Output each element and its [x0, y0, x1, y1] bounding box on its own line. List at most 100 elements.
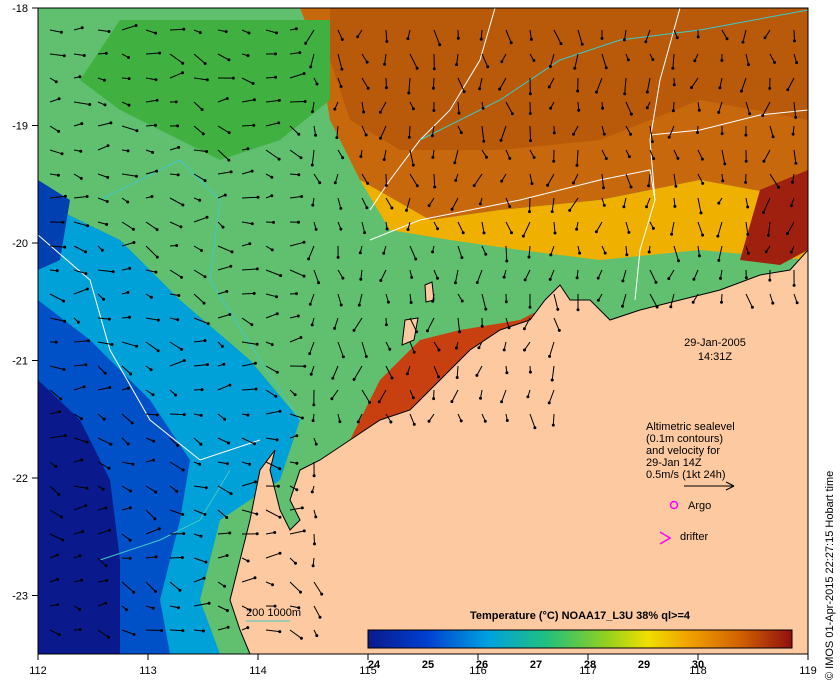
velocity-arrow-head: [57, 97, 61, 101]
velocity-arrow: [529, 125, 531, 141]
velocity-arrow: [169, 197, 184, 206]
velocity-arrow-head: [206, 363, 209, 367]
velocity-arrow-head: [602, 186, 605, 190]
velocity-arrow-head: [510, 231, 513, 235]
velocity-arrow: [73, 505, 86, 511]
velocity-arrow: [672, 53, 675, 69]
velocity-arrow-head: [431, 299, 435, 303]
velocity-arrow: [97, 29, 110, 32]
velocity-arrow: [787, 221, 795, 234]
scale-arrow-icon: [684, 481, 735, 491]
velocity-arrow-head: [311, 419, 315, 423]
velocity-arrow: [745, 53, 749, 65]
velocity-arrow-head: [60, 152, 64, 156]
velocity-arrow: [409, 149, 414, 166]
velocity-arrow: [289, 413, 303, 419]
velocity-arrow: [73, 531, 83, 535]
velocity-arrow: [697, 149, 703, 160]
velocity-arrow: [361, 77, 369, 89]
velocity-arrow-head: [667, 277, 671, 281]
velocity-arrow-head: [453, 161, 457, 165]
velocity-arrow-head: [768, 278, 772, 282]
velocity-arrow-head: [80, 122, 84, 126]
velocity-arrow-head: [456, 36, 460, 40]
velocity-arrow-head: [79, 417, 83, 421]
velocity-arrow: [409, 413, 415, 425]
velocity-arrow-head: [246, 54, 250, 58]
velocity-arrow-head: [340, 67, 344, 71]
velocity-arrow: [742, 29, 747, 43]
velocity-arrow-head: [274, 75, 278, 79]
velocity-arrow-head: [595, 90, 598, 94]
velocity-arrow-head: [622, 205, 626, 209]
velocity-arrow: [265, 389, 277, 397]
velocity-arrow-head: [154, 123, 157, 127]
velocity-arrow-head: [176, 173, 180, 177]
velocity-arrow-head: [85, 287, 89, 291]
y-tick-label: -20: [12, 238, 28, 250]
velocity-arrow: [697, 221, 704, 236]
colorbar-ticks: 24 25 26 27 28 29 30: [368, 659, 704, 671]
isobath-label: 200 1000m: [246, 607, 301, 619]
velocity-arrow-head: [725, 37, 729, 41]
velocity-arrow: [241, 292, 255, 295]
velocity-arrow-head: [557, 328, 561, 332]
velocity-arrow-head: [740, 89, 743, 93]
velocity-arrow: [97, 461, 110, 469]
velocity-arrow: [289, 52, 300, 55]
velocity-arrow-head: [295, 461, 299, 465]
velocity-arrow-head: [407, 135, 411, 139]
velocity-arrow: [457, 77, 465, 92]
velocity-arrow: [169, 413, 185, 416]
velocity-arrow-head: [105, 200, 109, 203]
velocity-arrow: [121, 365, 132, 375]
velocity-arrow-head: [85, 486, 89, 490]
velocity-arrow-head: [596, 298, 600, 302]
velocity-arrow-head: [182, 27, 186, 31]
velocity-arrow-head: [460, 256, 464, 260]
velocity-arrow-head: [339, 303, 343, 307]
velocity-arrow-head: [365, 60, 369, 64]
velocity-arrow-head: [795, 301, 799, 305]
velocity-arrow-head: [720, 132, 724, 136]
velocity-arrow-head: [201, 132, 205, 136]
velocity-arrow-head: [273, 531, 277, 534]
velocity-arrow-head: [389, 420, 393, 424]
velocity-arrow: [331, 389, 339, 399]
velocity-arrow-head: [198, 31, 202, 35]
velocity-arrow-head: [379, 136, 382, 140]
velocity-arrow-head: [84, 504, 88, 508]
velocity-arrow: [310, 53, 315, 68]
velocity-arrow: [241, 605, 251, 611]
velocity-arrow-head: [129, 372, 133, 376]
velocity-arrow: [361, 221, 366, 233]
velocity-arrow-head: [670, 232, 674, 236]
velocity-arrow-head: [203, 339, 207, 343]
velocity-arrow-head: [330, 397, 334, 401]
velocity-arrow-head: [528, 92, 532, 96]
velocity-arrow: [265, 552, 281, 559]
velocity-arrow-head: [791, 132, 795, 136]
velocity-arrow: [625, 125, 632, 135]
velocity-arrow-head: [62, 368, 66, 371]
velocity-arrow-head: [198, 462, 202, 466]
velocity-arrow-head: [529, 37, 533, 41]
velocity-arrow: [121, 125, 138, 132]
velocity-arrow-head: [600, 36, 604, 40]
velocity-arrow-head: [672, 83, 676, 87]
velocity-arrow-head: [362, 110, 366, 114]
velocity-arrow-head: [132, 241, 136, 244]
velocity-arrow: [769, 53, 775, 63]
velocity-arrow-head: [406, 228, 410, 231]
velocity-arrow-head: [364, 355, 368, 358]
velocity-arrow: [505, 221, 512, 233]
velocity-arrow: [97, 173, 108, 178]
velocity-arrow-head: [485, 155, 488, 159]
velocity-arrow: [97, 145, 109, 151]
velocity-arrow: [73, 196, 88, 199]
velocity-arrow-head: [794, 161, 798, 165]
velocity-arrow: [361, 101, 365, 113]
velocity-arrow-head: [475, 373, 479, 377]
velocity-arrow: [97, 437, 112, 445]
velocity-arrow: [334, 173, 339, 183]
